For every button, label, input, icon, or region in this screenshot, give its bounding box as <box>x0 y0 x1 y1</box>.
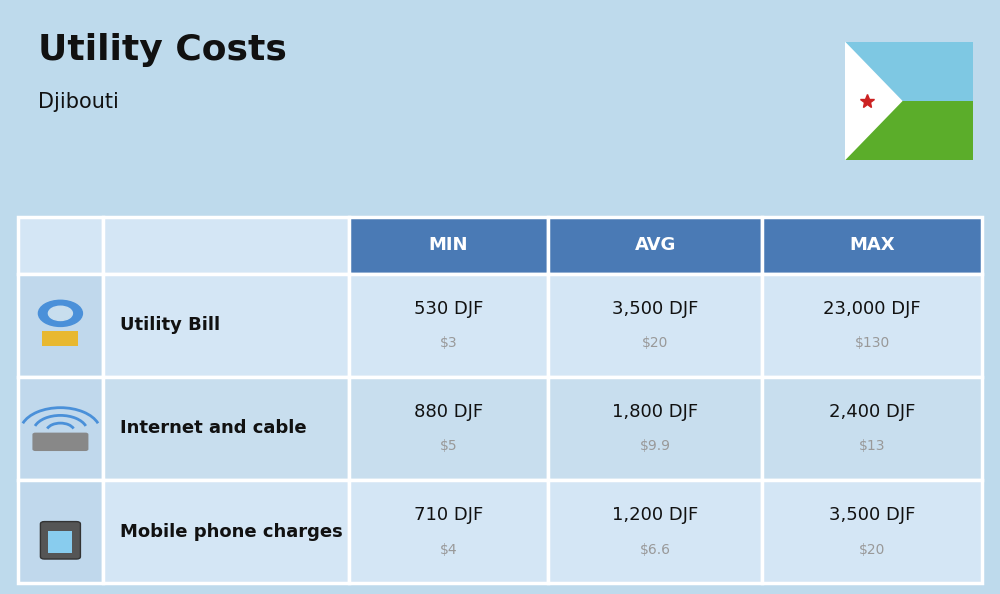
FancyBboxPatch shape <box>103 480 349 583</box>
FancyBboxPatch shape <box>845 101 973 160</box>
FancyBboxPatch shape <box>762 377 982 480</box>
Text: Mobile phone charges: Mobile phone charges <box>120 523 343 541</box>
FancyBboxPatch shape <box>103 217 349 274</box>
FancyBboxPatch shape <box>349 274 548 377</box>
Text: $4: $4 <box>440 542 457 557</box>
Text: $20: $20 <box>859 542 885 557</box>
FancyBboxPatch shape <box>349 480 548 583</box>
FancyBboxPatch shape <box>18 217 103 274</box>
FancyBboxPatch shape <box>548 480 762 583</box>
Text: $5: $5 <box>440 440 457 453</box>
FancyBboxPatch shape <box>762 480 982 583</box>
FancyBboxPatch shape <box>32 432 88 451</box>
Circle shape <box>38 301 82 327</box>
Text: 530 DJF: 530 DJF <box>414 299 483 318</box>
Text: 880 DJF: 880 DJF <box>414 403 483 421</box>
Text: $20: $20 <box>642 336 668 350</box>
FancyBboxPatch shape <box>548 274 762 377</box>
FancyBboxPatch shape <box>548 377 762 480</box>
Text: $3: $3 <box>440 336 457 350</box>
Text: 3,500 DJF: 3,500 DJF <box>612 299 698 318</box>
FancyBboxPatch shape <box>40 522 80 559</box>
Text: $6.6: $6.6 <box>640 542 671 557</box>
FancyBboxPatch shape <box>18 274 103 377</box>
FancyBboxPatch shape <box>845 42 973 101</box>
Polygon shape <box>845 42 903 160</box>
Text: 2,400 DJF: 2,400 DJF <box>829 403 915 421</box>
FancyBboxPatch shape <box>349 377 548 480</box>
Text: $9.9: $9.9 <box>640 440 671 453</box>
Text: MIN: MIN <box>429 236 468 254</box>
FancyBboxPatch shape <box>18 480 103 583</box>
FancyBboxPatch shape <box>762 274 982 377</box>
Text: Utility Bill: Utility Bill <box>120 316 220 334</box>
Text: $130: $130 <box>854 336 890 350</box>
Text: 1,800 DJF: 1,800 DJF <box>612 403 698 421</box>
Text: Utility Costs: Utility Costs <box>38 33 287 67</box>
Text: Internet and cable: Internet and cable <box>120 419 307 437</box>
Text: 1,200 DJF: 1,200 DJF <box>612 506 698 524</box>
FancyBboxPatch shape <box>762 217 982 274</box>
FancyBboxPatch shape <box>18 377 103 480</box>
Text: 23,000 DJF: 23,000 DJF <box>823 299 921 318</box>
Text: $13: $13 <box>859 440 885 453</box>
Text: MAX: MAX <box>849 236 895 254</box>
Text: 710 DJF: 710 DJF <box>414 506 483 524</box>
FancyBboxPatch shape <box>349 217 548 274</box>
Text: 3,500 DJF: 3,500 DJF <box>829 506 915 524</box>
Text: Djibouti: Djibouti <box>38 92 119 112</box>
FancyBboxPatch shape <box>48 530 72 553</box>
FancyBboxPatch shape <box>548 217 762 274</box>
FancyBboxPatch shape <box>42 331 78 346</box>
FancyBboxPatch shape <box>103 274 349 377</box>
FancyBboxPatch shape <box>103 377 349 480</box>
Circle shape <box>48 307 72 321</box>
Text: AVG: AVG <box>635 236 676 254</box>
